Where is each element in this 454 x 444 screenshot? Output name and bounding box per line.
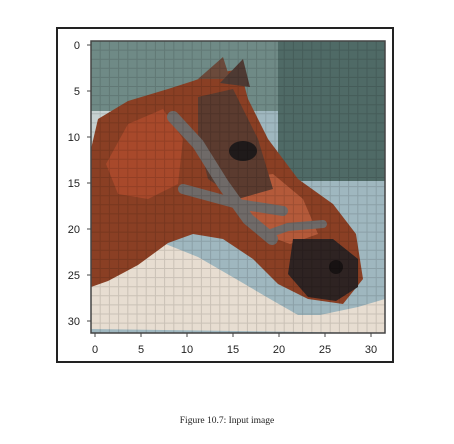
- x-tick-label: 20: [273, 344, 285, 356]
- figure-frame: 0 5 10 15 20: [56, 27, 394, 363]
- x-axis: 0 5 10 15 20: [92, 333, 377, 356]
- x-tick-label: 10: [181, 344, 193, 356]
- y-tick-label: 25: [68, 270, 80, 282]
- image-plot: 0 5 10 15 20: [58, 29, 392, 361]
- x-tick-label: 0: [92, 344, 98, 356]
- y-tick-label: 20: [68, 224, 80, 236]
- y-tick: 25: [68, 270, 91, 282]
- y-axis: 0 5 10 15 20: [68, 40, 91, 328]
- y-tick: 20: [68, 224, 91, 236]
- y-tick: 15: [68, 178, 91, 190]
- x-tick-label: 30: [365, 344, 377, 356]
- y-tick-label: 10: [68, 132, 80, 144]
- y-tick-label: 0: [74, 40, 80, 52]
- figure-caption: Figure 10.7: Input image: [0, 416, 454, 426]
- y-tick-label: 30: [68, 316, 80, 328]
- y-tick: 0: [74, 40, 91, 52]
- y-tick-label: 15: [68, 178, 80, 190]
- y-tick: 5: [74, 86, 91, 98]
- horse-head-photo-icon: [91, 41, 385, 333]
- x-tick: 30: [365, 333, 377, 356]
- x-tick-label: 5: [138, 344, 144, 356]
- x-tick: 0: [92, 333, 98, 356]
- x-tick: 25: [319, 333, 331, 356]
- y-tick-label: 5: [74, 86, 80, 98]
- y-tick: 30: [68, 316, 91, 328]
- x-tick: 10: [181, 333, 193, 356]
- x-tick: 15: [227, 333, 239, 356]
- x-tick-label: 15: [227, 344, 239, 356]
- x-tick: 20: [273, 333, 285, 356]
- y-tick: 10: [68, 132, 91, 144]
- x-tick: 5: [138, 333, 144, 356]
- x-tick-label: 25: [319, 344, 331, 356]
